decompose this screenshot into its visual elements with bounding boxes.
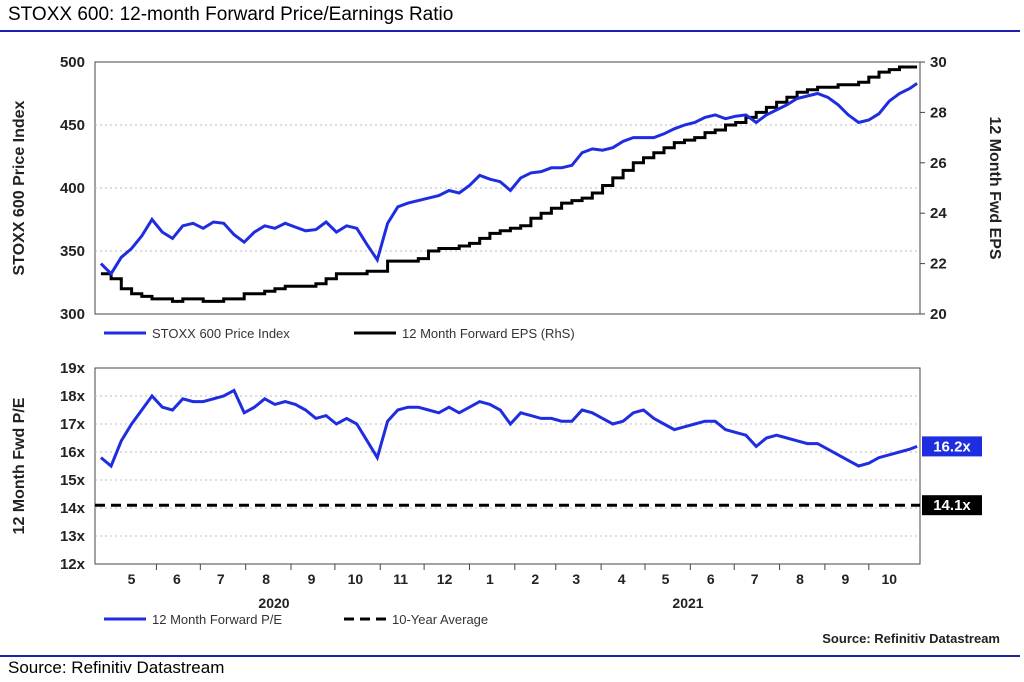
lower-x-tick-label: 11 bbox=[393, 571, 408, 587]
chart-credit: Source: Refinitiv Datastream bbox=[822, 631, 1000, 646]
lower-x-ticks: 5 6 7 8 9 10 11 12 1 2 3 4 5 6 7 8 9 10 bbox=[128, 564, 897, 587]
upper-right-ticks: 20 22 24 26 28 30 bbox=[920, 54, 947, 323]
lower-y-ticks: 12x 13x 14x 15x 16x 17x 18x 19x bbox=[60, 360, 86, 573]
header-rule bbox=[0, 30, 1020, 32]
lower-y-tick-label: 12x bbox=[60, 556, 86, 573]
lower-y-tick-label: 16x bbox=[60, 444, 86, 461]
lower-x-tick-label: 10 bbox=[348, 571, 364, 587]
lower-x-tick-label: 9 bbox=[308, 571, 316, 587]
value-label-avg: 14.1x bbox=[933, 497, 971, 514]
lower-x-tick-label: 10 bbox=[881, 571, 897, 587]
year-label-2021: 2021 bbox=[672, 595, 703, 611]
upper-right-tick-label: 24 bbox=[930, 205, 947, 222]
footer-rule bbox=[0, 655, 1020, 657]
upper-left-tick-label: 500 bbox=[60, 54, 85, 71]
lower-x-tick-label: 8 bbox=[262, 571, 270, 587]
lower-x-tick-label: 2 bbox=[531, 571, 539, 587]
upper-left-tick-label: 450 bbox=[60, 117, 85, 134]
value-label-pe: 16.2x bbox=[933, 438, 971, 455]
lower-plot-frame bbox=[94, 367, 921, 565]
lower-x-tick-label: 8 bbox=[796, 571, 804, 587]
year-label-2020: 2020 bbox=[258, 595, 289, 611]
lower-x-tick-label: 6 bbox=[707, 571, 715, 587]
lower-y-tick-label: 18x bbox=[60, 388, 86, 405]
upper-panel: 300 350 400 450 500 20 22 24 26 28 30 STOXX 600 P… bbox=[11, 54, 1003, 341]
upper-left-tick-label: 350 bbox=[60, 243, 85, 260]
lower-x-tick-label: 3 bbox=[572, 571, 580, 587]
value-label-box-pe bbox=[922, 436, 982, 457]
value-label-box-avg bbox=[922, 495, 982, 516]
page-title: STOXX 600: 12-month Forward Price/Earnin… bbox=[8, 4, 454, 25]
legend-label-price-index: STOXX 600 Price Index bbox=[152, 326, 290, 341]
upper-right-axis-label: 12 Month Fwd EPS bbox=[986, 116, 1003, 259]
upper-right-tick-label: 20 bbox=[930, 306, 947, 323]
legend-label-eps: 12 Month Forward EPS (RhS) bbox=[402, 326, 575, 341]
upper-right-tick-label: 30 bbox=[930, 54, 947, 71]
upper-left-axis-label: STOXX 600 Price Index bbox=[11, 100, 28, 275]
series-line-price-index bbox=[99, 82, 918, 277]
footer-source: Source: Refinitiv Datastream bbox=[8, 658, 225, 677]
lower-x-tick-label: 5 bbox=[662, 571, 670, 587]
upper-right-tick-label: 28 bbox=[930, 104, 947, 121]
lower-x-tick-label: 7 bbox=[751, 571, 759, 587]
lower-y-tick-label: 13x bbox=[60, 528, 86, 545]
upper-right-tick-label: 22 bbox=[930, 256, 947, 273]
lower-left-axis-label: 12 Month Fwd P/E bbox=[11, 397, 28, 534]
legend-label-forward-pe: 12 Month Forward P/E bbox=[152, 612, 282, 627]
lower-x-tick-label: 12 bbox=[437, 571, 453, 587]
upper-left-tick-label: 300 bbox=[60, 306, 85, 323]
lower-x-tick-label: 5 bbox=[128, 571, 136, 587]
series-line-eps bbox=[100, 65, 918, 303]
lower-y-tick-label: 15x bbox=[60, 472, 86, 489]
lower-x-tick-label: 4 bbox=[618, 571, 626, 587]
legend-label-10yr-average: 10-Year Average bbox=[392, 612, 488, 627]
lower-y-tick-label: 19x bbox=[60, 360, 86, 377]
lower-y-tick-label: 17x bbox=[60, 416, 86, 433]
lower-x-tick-label: 1 bbox=[486, 571, 494, 587]
upper-right-tick-label: 26 bbox=[930, 155, 947, 172]
upper-left-tick-label: 400 bbox=[60, 180, 85, 197]
lower-x-tick-label: 7 bbox=[217, 571, 225, 587]
series-line-forward-pe bbox=[99, 388, 918, 469]
lower-x-tick-label: 6 bbox=[173, 571, 181, 587]
upper-left-ticks: 300 350 400 450 500 bbox=[60, 54, 85, 323]
lower-y-tick-label: 14x bbox=[60, 500, 86, 517]
lower-x-tick-label: 9 bbox=[842, 571, 850, 587]
